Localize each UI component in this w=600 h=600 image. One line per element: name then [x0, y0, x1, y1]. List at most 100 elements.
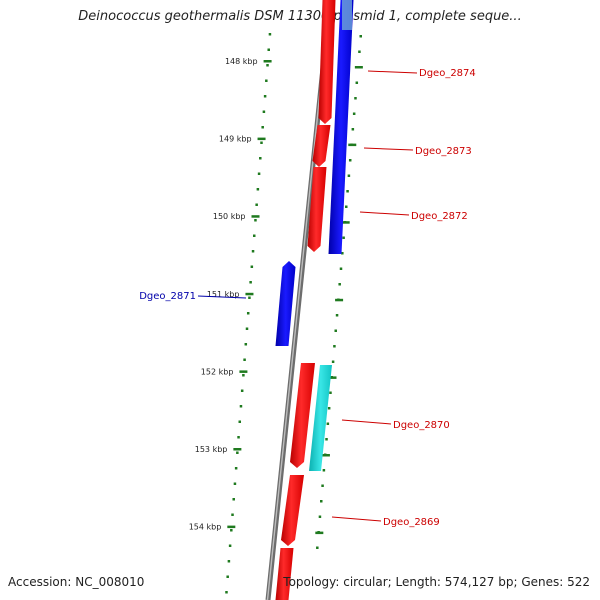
outer-tick-dot	[354, 97, 357, 100]
gene-label-dgeo-2869[interactable]: Dgeo_2869	[383, 517, 440, 528]
gene-leader-line	[341, 419, 392, 425]
inner-tick-dot	[252, 234, 256, 237]
scale-ticks: 148 kbp 149 kbp 150 kbp 151 kbp 152 kbp 153 k…	[189, 57, 363, 535]
outer-major-tick	[321, 454, 330, 457]
gene-labels: Dgeo_2874 Dgeo_2873 Dgeo_2872 Dgeo_2871 Dgeo…	[139, 68, 476, 528]
inner-tick-dot	[267, 48, 270, 51]
outer-tick-dot	[351, 128, 355, 131]
outer-major-tick	[354, 66, 363, 69]
outer-tick-dot	[322, 469, 326, 472]
tick-label: 152 kbp	[201, 367, 234, 376]
inner-tick-dot	[261, 126, 264, 129]
outer-tick-dot	[346, 190, 349, 193]
gene-leader-line	[331, 516, 382, 522]
inner-tick-dot	[225, 591, 228, 594]
inner-tick-dot	[255, 203, 258, 206]
topology-summary: Topology: circular; Length: 574,127 bp; …	[283, 575, 590, 589]
major-tick	[227, 525, 236, 529]
outer-major-tick	[335, 298, 344, 302]
outer-tick-dot	[316, 546, 319, 549]
outer-tick-dot	[347, 174, 351, 177]
inner-tick-dot	[240, 389, 244, 392]
gene-bar-dgeo-2872[interactable]	[307, 167, 327, 252]
tick-label: 150 kbp	[213, 212, 246, 221]
gene-bar-blue-outer[interactable]	[328, 0, 354, 254]
outer-tick-dot	[345, 205, 348, 208]
outer-tick-dot	[335, 314, 339, 317]
gene-label-dgeo-2871[interactable]: Dgeo_2871	[139, 291, 196, 302]
outer-major-tick	[328, 376, 337, 379]
inner-tick-dot	[266, 64, 269, 67]
major-tick	[233, 448, 242, 451]
inner-tick-dot	[263, 95, 267, 98]
inner-tick-dot	[248, 296, 251, 299]
gene-leader-line	[363, 147, 414, 151]
inner-tick-dot	[228, 544, 232, 547]
inner-tick-dot	[244, 343, 248, 346]
major-tick	[257, 137, 266, 141]
inner-tick-dot	[231, 513, 234, 516]
major-tick	[239, 370, 248, 373]
outer-major-tick	[341, 221, 350, 224]
tick-label: 151 kbp	[207, 290, 240, 299]
outer-tick-dot	[341, 252, 344, 255]
gene-bar-dgeo-2874[interactable]	[318, 0, 336, 124]
inner-tick-dot	[250, 265, 254, 268]
inner-tick-dot	[257, 172, 261, 175]
inner-tick-dot	[265, 79, 268, 82]
tick-dots	[225, 33, 362, 594]
outer-tick-dot	[321, 484, 324, 487]
inner-tick-dot	[230, 529, 233, 532]
major-tick	[263, 60, 272, 63]
outer-tick-dot	[338, 283, 341, 286]
inner-tick-dot	[246, 312, 250, 315]
outer-tick-dot	[329, 391, 332, 394]
inner-tick-dot	[226, 575, 229, 578]
inner-tick-dot	[256, 188, 260, 191]
outer-tick-dot	[339, 267, 343, 270]
tick-label: 154 kbp	[189, 523, 222, 532]
inner-tick-dot	[249, 281, 252, 284]
outer-tick-dot	[334, 329, 337, 332]
outer-tick-dot	[359, 35, 362, 38]
map-title: Deinococcus geothermalis DSM 11300 plasm…	[78, 9, 522, 24]
outer-tick-dot	[326, 422, 330, 425]
inner-tick-dot	[242, 374, 245, 377]
inner-tick-dot	[238, 420, 242, 423]
gene-leader-line	[359, 211, 410, 216]
major-tick	[245, 292, 254, 296]
inner-tick-dot	[236, 451, 239, 454]
outer-tick-dot	[342, 236, 345, 239]
gene-bar-dgeo-2870[interactable]	[290, 363, 315, 468]
gene-label-dgeo-2873[interactable]: Dgeo_2873	[415, 146, 472, 157]
gene-label-dgeo-2872[interactable]: Dgeo_2872	[411, 211, 468, 222]
inner-tick-dot	[232, 498, 235, 501]
gene-label-dgeo-2870[interactable]: Dgeo_2870	[393, 420, 450, 431]
major-tick	[251, 215, 260, 218]
outer-tick-dot	[331, 360, 335, 363]
outer-tick-dot	[320, 500, 323, 503]
outer-tick-dot	[318, 515, 322, 518]
gene-label-dgeo-2874[interactable]: Dgeo_2874	[419, 68, 476, 79]
gene-bar-cyan[interactable]	[309, 365, 332, 471]
gene-bar-dgeo-2869[interactable]	[281, 475, 304, 546]
inner-tick-dot	[254, 219, 257, 222]
outer-tick-dot	[355, 81, 359, 84]
outer-tick-dot	[348, 159, 352, 162]
gene-bar-dgeo-2871[interactable]	[275, 261, 296, 346]
outer-tick-dot	[352, 112, 356, 115]
gene-bar-top-light	[342, 0, 352, 30]
outer-tick-dot	[325, 438, 328, 441]
inner-tick-dot	[237, 436, 240, 439]
inner-tick-dot	[268, 33, 272, 36]
inner-tick-dot	[251, 250, 255, 253]
inner-tick-dot	[234, 467, 238, 470]
gene-bar-adjacent[interactable]	[275, 548, 294, 600]
inner-tick-dot	[233, 482, 237, 485]
inner-tick-dot	[239, 405, 243, 408]
gene-bar-dgeo-2873[interactable]	[312, 125, 331, 167]
tick-label: 149 kbp	[219, 135, 252, 144]
inner-tick-dot	[227, 560, 231, 563]
gene-leader-line	[197, 295, 247, 299]
